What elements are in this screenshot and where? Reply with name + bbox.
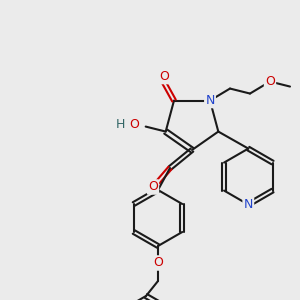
Text: H: H: [116, 118, 125, 131]
Text: O: O: [153, 256, 163, 269]
Text: N: N: [244, 198, 253, 211]
Text: O: O: [265, 75, 275, 88]
Text: O: O: [129, 118, 139, 131]
Text: O: O: [159, 70, 169, 83]
Text: N: N: [205, 94, 215, 107]
Text: O: O: [148, 181, 158, 194]
